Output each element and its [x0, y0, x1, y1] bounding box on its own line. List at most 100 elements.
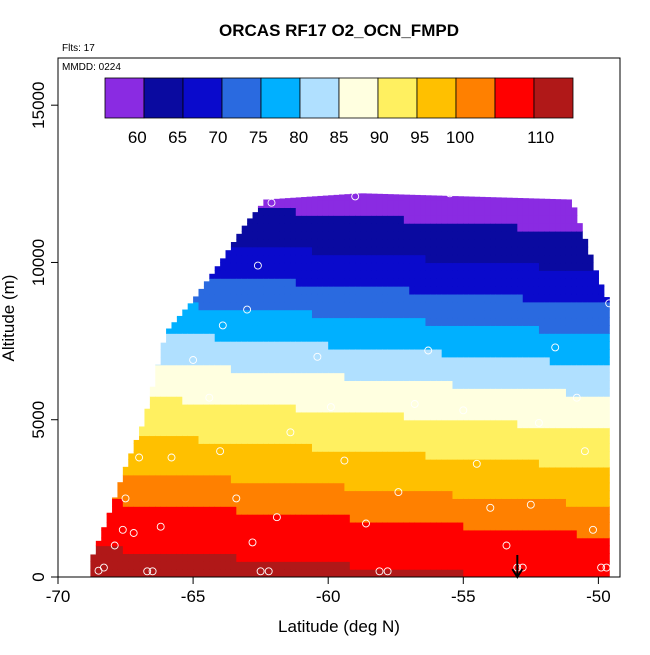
heatmap-cell [490, 529, 497, 539]
heatmap-cell [420, 317, 427, 326]
heatmap-cell [306, 246, 313, 256]
heatmap-cell [295, 317, 302, 326]
heatmap-cell [225, 333, 232, 342]
heatmap-cell [182, 561, 189, 570]
heatmap-cell [598, 435, 605, 444]
heatmap-cell [322, 278, 329, 287]
heatmap-cell [592, 506, 599, 515]
heatmap-cell [203, 435, 210, 444]
heatmap-cell [495, 301, 502, 311]
heatmap-cell [382, 474, 389, 484]
heatmap-cell [528, 537, 535, 547]
heatmap-cell [420, 569, 427, 577]
heatmap-cell [339, 498, 345, 507]
heatmap-cell [106, 561, 113, 570]
heatmap-cell [495, 238, 502, 248]
heatmap-cell [225, 506, 232, 515]
heatmap-cell [257, 427, 264, 437]
heatmap-cell [257, 561, 264, 570]
heatmap-cell [311, 356, 318, 366]
heatmap-cell [339, 396, 345, 405]
heatmap-cell [414, 490, 421, 499]
heatmap-cell [420, 521, 427, 531]
heatmap-cell [511, 380, 518, 389]
heatmap-cell [366, 459, 373, 468]
heatmap-cell [441, 490, 448, 499]
heatmap-cell [171, 419, 178, 429]
heatmap-cell [538, 545, 545, 555]
heatmap-cell [592, 388, 599, 397]
heatmap-cell [560, 569, 567, 577]
heatmap-cell [376, 506, 383, 515]
heatmap-cell [598, 451, 605, 460]
heatmap-cell [279, 521, 286, 531]
heatmap-cell [544, 356, 551, 366]
heatmap-cell [371, 569, 378, 577]
heatmap-cell [268, 317, 275, 326]
heatmap-cell [393, 246, 400, 256]
heatmap-cell [263, 238, 270, 248]
heatmap-cell [333, 490, 340, 499]
heatmap-cell [257, 205, 264, 209]
heatmap-cell [425, 451, 432, 460]
heatmap-cell [452, 380, 459, 389]
heatmap-cell [355, 435, 362, 444]
heatmap-cell [171, 561, 178, 570]
heatmap-cell [598, 333, 605, 342]
heatmap-cell [479, 293, 486, 303]
heatmap-cell [241, 466, 248, 476]
heatmap-cell [409, 348, 416, 358]
heatmap-cell [301, 459, 308, 468]
heatmap-cell [225, 341, 232, 350]
heatmap-cell [474, 348, 481, 358]
heatmap-cell [447, 246, 454, 256]
observation-point [589, 525, 597, 534]
heatmap-cell [328, 553, 335, 562]
heatmap-cell [301, 404, 308, 413]
heatmap-cell [484, 411, 491, 421]
heatmap-cell [565, 254, 572, 264]
heatmap-cell [225, 569, 232, 577]
heatmap-cell [344, 278, 351, 287]
observation-point [605, 299, 614, 308]
heatmap-cell [263, 529, 270, 539]
observation-point [375, 567, 384, 576]
heatmap-cell [403, 246, 410, 256]
heatmap-cell [371, 419, 378, 429]
heatmap-cell [484, 199, 491, 209]
heatmap-cell [565, 372, 572, 382]
heatmap-cell [360, 561, 367, 570]
heatmap-cell [463, 246, 470, 256]
heatmap-cell [360, 514, 367, 523]
heatmap-cell [263, 553, 270, 562]
heatmap-cell [436, 427, 443, 437]
heatmap-cell [398, 561, 405, 570]
heatmap-cell [176, 333, 183, 342]
heatmap-cell [149, 388, 156, 397]
heatmap-cell [225, 388, 232, 397]
heatmap-cell [230, 254, 237, 264]
heatmap-cell [387, 341, 394, 350]
heatmap-cell [198, 380, 205, 389]
heatmap-cell [538, 466, 545, 476]
observation-point [602, 563, 611, 572]
heatmap-cell [166, 372, 173, 382]
heatmap-cell [322, 254, 329, 264]
heatmap-cell [268, 238, 275, 248]
heatmap-cell [209, 278, 216, 287]
heatmap-cell [247, 404, 254, 413]
heatmap-cell [603, 380, 610, 389]
heatmap-cell [517, 364, 524, 374]
heatmap-cell [274, 482, 281, 492]
heatmap-cell [387, 482, 394, 492]
heatmap-cell [198, 466, 205, 476]
heatmap-cell [420, 553, 427, 562]
heatmap-cell [236, 419, 243, 429]
heatmap-cell [263, 474, 270, 484]
heatmap-cell [528, 466, 535, 476]
heatmap-cell [409, 194, 416, 201]
heatmap-cell [495, 529, 502, 539]
heatmap-cell [403, 231, 410, 240]
heatmap-cell [425, 427, 432, 437]
heatmap-cell [257, 506, 264, 515]
